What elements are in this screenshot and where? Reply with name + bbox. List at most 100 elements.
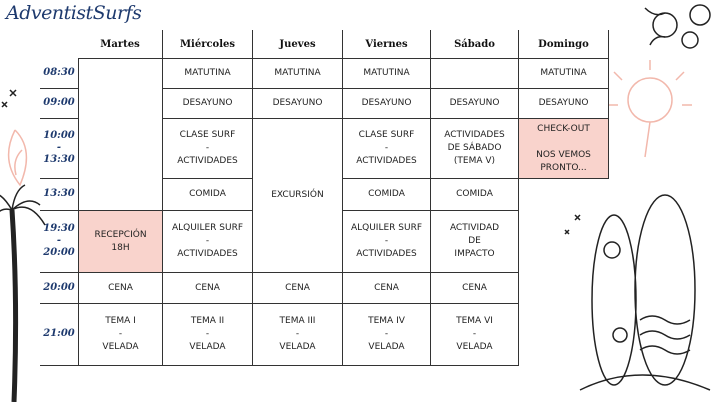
schedule-cell: DESAYUNO [162, 88, 253, 119]
cell-line: - [384, 236, 389, 246]
schedule-cell: CLASE SURF - ACTIVIDADES [162, 118, 253, 179]
time-line: - [56, 142, 62, 153]
time-line: 21:00 [43, 328, 75, 339]
cell-line: DESAYUNO [182, 98, 233, 108]
schedule-cell: CENA [342, 272, 431, 304]
cell-line: TEMA II [190, 316, 225, 326]
schedule-cell: MATUTINA [518, 58, 609, 89]
cell-line: CENA [195, 282, 220, 293]
cell-line: ACTIVIDADES [177, 156, 238, 166]
schedule-cell [430, 58, 519, 89]
day-header: Sábado [430, 30, 519, 59]
cell-line: - [384, 143, 389, 153]
time-line: 19:30 [43, 223, 75, 234]
day-header: Jueves [252, 30, 343, 59]
cell-line: - [205, 143, 210, 153]
time-line: 09:00 [43, 97, 75, 108]
day-name: Viernes [365, 38, 408, 50]
cell-line: IMPACTO [454, 249, 495, 259]
schedule-cell: MATUTINA [252, 58, 343, 89]
time-label: 19:30-20:00 [40, 210, 78, 273]
cell-line: (TEMA V) [453, 156, 496, 166]
day-name: Domingo [538, 38, 589, 50]
cell-line: MATUTINA [540, 68, 587, 78]
time-line: 10:00 [43, 130, 75, 141]
cell-line: DESAYUNO [272, 98, 323, 108]
cell-line: MATUTINA [184, 68, 231, 78]
day-header: Martes [78, 30, 163, 59]
cell-line: VELADA [456, 342, 493, 352]
cell-line: PRONTO... [540, 162, 587, 173]
schedule-cell: CENA [430, 272, 519, 304]
schedule-cell: CENA [162, 272, 253, 304]
cell-line: MATUTINA [274, 68, 321, 78]
schedule-cell: ALQUILER SURF - ACTIVIDADES [342, 210, 431, 273]
cell-line: CLASE SURF [179, 130, 236, 140]
cell-line: 18H [111, 242, 130, 253]
schedule-cell: CENA [78, 272, 163, 304]
day-name: Jueves [279, 38, 316, 50]
time-line: - [56, 235, 62, 246]
schedule-cell: COMIDA [430, 178, 519, 211]
day-name: Sábado [454, 38, 495, 50]
time-line: 08:30 [43, 67, 75, 78]
cell-line: TEMA VI [456, 316, 493, 326]
cell-line: CENA [462, 282, 487, 293]
cell-line: - [118, 329, 123, 339]
cell-line: - [472, 329, 477, 339]
schedule-cell: DESAYUNO [342, 88, 431, 119]
cell-line: ALQUILER SURF [350, 223, 423, 233]
time-line: 20:00 [43, 247, 75, 258]
cell-line: COMIDA [189, 189, 226, 199]
schedule-cell: CHECK-OUT NOS VEMOS PRONTO... [518, 118, 609, 179]
schedule-cell: COMIDA [162, 178, 253, 211]
cell-line: DE [468, 236, 481, 246]
schedule-cell: CLASE SURF - ACTIVIDADES [342, 118, 431, 179]
cell-line: CLASE SURF [358, 130, 415, 140]
time-label: 10:00-13:30 [40, 118, 78, 179]
schedule-cell: MATUTINA [342, 58, 431, 89]
schedule-cell: DESAYUNO [518, 88, 609, 119]
time-label: 21:00 [40, 303, 78, 366]
schedule-cell: COMIDA [342, 178, 431, 211]
cell-line: - [384, 329, 389, 339]
cell-line: DESAYUNO [361, 98, 412, 108]
cell-line: - [295, 329, 300, 339]
day-header: Miércoles [162, 30, 253, 59]
cell-line: ACTIVIDADES [356, 249, 417, 259]
cell-line: VELADA [279, 342, 316, 352]
schedule-cell: ACTIVIDAD DE IMPACTO [430, 210, 519, 273]
schedule-cell: MATUTINA [162, 58, 253, 89]
time-line: 20:00 [43, 281, 75, 293]
cell-line: TEMA IV [368, 316, 405, 326]
day-header: Viernes [342, 30, 431, 59]
cell-line: COMIDA [456, 189, 493, 199]
cell-line: - [205, 236, 210, 246]
cell-line: CHECK-OUT [537, 123, 590, 134]
logo: AdventistSurfs [6, 2, 142, 24]
schedule-cell: CENA [252, 272, 343, 304]
time-line: 13:30 [43, 188, 75, 199]
cell-line: MATUTINA [363, 68, 410, 78]
schedule-cell: TEMA II - VELADA [162, 303, 253, 366]
cell-line: ACTIVIDADES [444, 130, 505, 140]
schedule-cell: ALQUILER SURF - ACTIVIDADES [162, 210, 253, 273]
cell-line: CENA [108, 282, 133, 293]
day-name: Martes [100, 38, 140, 50]
cell-line: VELADA [189, 342, 226, 352]
schedule-cell: TEMA III - VELADA [252, 303, 343, 366]
schedule-cell [78, 58, 163, 211]
cell-line: TEMA I [105, 316, 136, 326]
schedule-cell: TEMA VI - VELADA [430, 303, 519, 366]
cell-line: ALQUILER SURF [171, 223, 244, 233]
cell-line: - [205, 329, 210, 339]
cell-line: COMIDA [368, 189, 405, 199]
time-label: 13:30 [40, 178, 78, 211]
cell-line: ACTIVIDAD [449, 223, 500, 233]
cell-line: ACTIVIDADES [356, 156, 417, 166]
schedule-cell: DESAYUNO [430, 88, 519, 119]
cell-line: VELADA [102, 342, 139, 352]
cell-line: NOS VEMOS [536, 149, 591, 160]
schedule-cell: EXCURSIÓN [252, 118, 343, 273]
schedule-cell: RECEPCIÓN 18H [78, 210, 163, 273]
